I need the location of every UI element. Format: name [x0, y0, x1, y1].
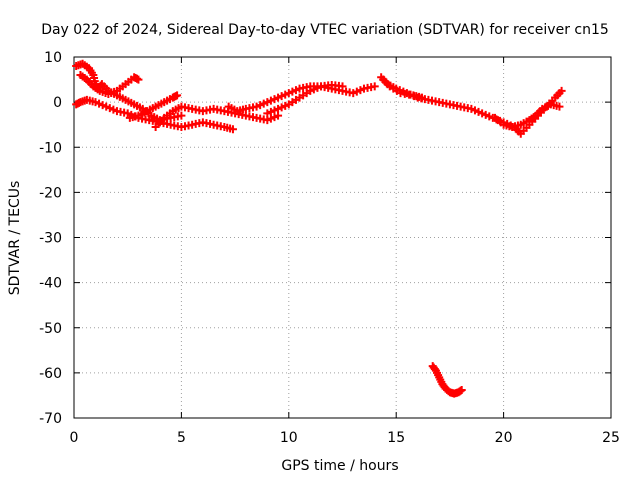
data-point [370, 82, 379, 91]
series-track-i [379, 75, 426, 102]
y-tick-label: -10 [39, 140, 62, 156]
data-point [173, 91, 182, 100]
chart-title: Day 022 of 2024, Sidereal Day-to-day VTE… [41, 22, 609, 38]
x-tick-label: 0 [70, 430, 79, 446]
y-tick-label: -60 [39, 366, 62, 382]
data-point [557, 86, 566, 95]
x-tick-label: 10 [280, 430, 298, 446]
x-tick-label: 15 [387, 430, 405, 446]
x-tick-label: 20 [495, 430, 513, 446]
series-track-f [224, 82, 379, 116]
data-point [177, 111, 186, 120]
y-tick-label: -20 [39, 185, 62, 201]
x-axis-label: GPS time / hours [281, 458, 398, 474]
x-tick-label: 25 [602, 430, 620, 446]
grid-lines [74, 57, 611, 418]
data-points [72, 59, 566, 398]
series-track-k [428, 362, 466, 398]
series-track-g [263, 80, 347, 118]
data-point [274, 111, 283, 120]
y-tick-label: -30 [39, 231, 62, 247]
y-axis-label: SDTVAR / TECUs [7, 181, 23, 296]
y-tick-label: -40 [39, 276, 62, 292]
data-point [417, 93, 426, 102]
data-point [457, 386, 466, 395]
y-axis-tick-labels: 10 0 -10 -20 -30 -40 -50 -60 -70 [39, 50, 62, 427]
series-track-b [72, 95, 237, 134]
series-track-d [125, 91, 182, 122]
series-track-c [76, 71, 143, 99]
y-tick-label: 0 [53, 95, 62, 111]
data-point [228, 125, 237, 134]
y-tick-label: 10 [44, 50, 62, 66]
y-tick-label: -70 [39, 411, 62, 427]
x-tick-label: 5 [177, 430, 186, 446]
axis-ticks [73, 56, 612, 419]
series-track-h [377, 73, 566, 138]
series-track-e [151, 102, 283, 131]
data-point [338, 82, 347, 91]
data-point [555, 102, 564, 111]
x-axis-tick-labels: 0 5 10 15 20 25 [70, 430, 620, 446]
y-tick-label: -50 [39, 321, 62, 337]
series-track-j [491, 100, 564, 131]
data-point [134, 75, 143, 84]
